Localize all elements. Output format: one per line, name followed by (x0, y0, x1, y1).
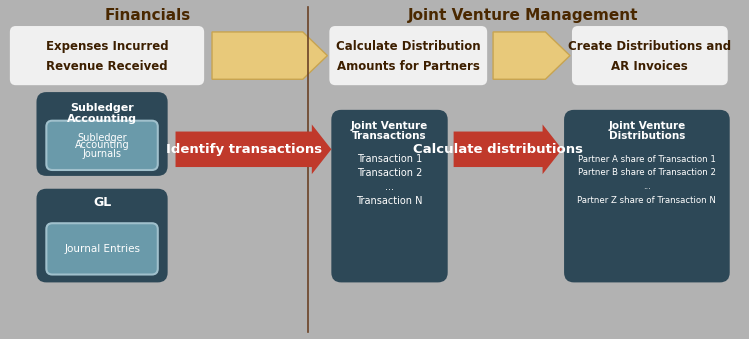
Text: Revenue Received: Revenue Received (46, 60, 168, 73)
Text: Financials: Financials (105, 8, 191, 23)
Text: Joint Venture: Joint Venture (608, 121, 685, 131)
Text: Transaction 1: Transaction 1 (357, 154, 422, 164)
Text: Transaction 2: Transaction 2 (357, 168, 422, 178)
Text: ...: ... (385, 182, 394, 192)
FancyBboxPatch shape (331, 110, 448, 282)
Text: Transaction N: Transaction N (357, 196, 422, 205)
Text: Journals: Journals (82, 149, 121, 159)
FancyBboxPatch shape (564, 110, 730, 282)
FancyBboxPatch shape (37, 189, 168, 282)
Text: ...: ... (643, 182, 651, 191)
Text: Expenses Incurred: Expenses Incurred (46, 40, 169, 53)
FancyBboxPatch shape (46, 121, 158, 170)
Text: Distributions: Distributions (609, 132, 685, 141)
Text: Amounts for Partners: Amounts for Partners (337, 60, 479, 73)
FancyBboxPatch shape (10, 26, 204, 85)
Text: Partner A share of Transaction 1: Partner A share of Transaction 1 (578, 155, 716, 164)
Text: Subledger: Subledger (70, 103, 134, 113)
Text: Journal Entries: Journal Entries (64, 244, 140, 254)
FancyBboxPatch shape (572, 26, 728, 85)
Polygon shape (175, 124, 331, 174)
Polygon shape (212, 32, 327, 79)
Text: Joint Venture Management: Joint Venture Management (407, 8, 638, 23)
Text: Subledger: Subledger (77, 134, 127, 143)
FancyBboxPatch shape (46, 223, 158, 275)
Text: Create Distributions and: Create Distributions and (568, 40, 732, 53)
Text: Joint Venture: Joint Venture (351, 121, 428, 131)
Text: Accounting: Accounting (67, 114, 137, 124)
Text: Transactions: Transactions (352, 132, 427, 141)
Text: GL: GL (93, 196, 111, 209)
Text: Partner B share of Transaction 2: Partner B share of Transaction 2 (578, 168, 716, 177)
Text: Calculate distributions: Calculate distributions (413, 143, 583, 156)
Text: Partner Z share of Transaction N: Partner Z share of Transaction N (577, 196, 716, 205)
FancyBboxPatch shape (330, 26, 487, 85)
FancyBboxPatch shape (37, 92, 168, 176)
Text: Identify transactions: Identify transactions (166, 143, 322, 156)
Text: Calculate Distribution: Calculate Distribution (336, 40, 481, 53)
Text: Accounting: Accounting (75, 140, 130, 150)
Polygon shape (493, 32, 570, 79)
Text: AR Invoices: AR Invoices (611, 60, 688, 73)
Polygon shape (454, 124, 562, 174)
